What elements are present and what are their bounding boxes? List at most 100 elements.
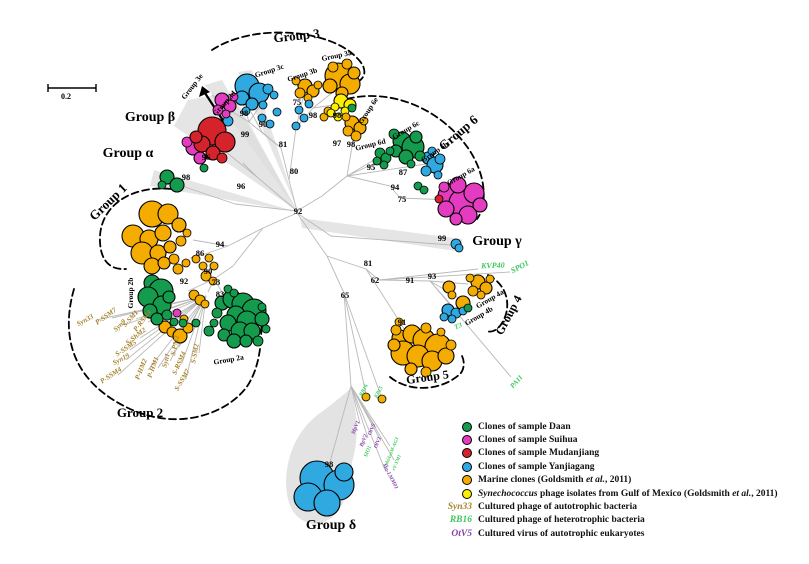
cluster-circle-group-beta-red	[214, 131, 236, 153]
cluster-circle-group-1-marine	[182, 228, 192, 238]
bootstrap-value: 91	[398, 317, 407, 327]
legend-label-segment: Synechococcus	[478, 488, 538, 499]
bootstrap-value: 75	[398, 194, 407, 204]
cluster-circle-group-3c-blue	[258, 100, 268, 110]
bootstrap-value: 65	[341, 290, 350, 300]
tree-edge	[262, 212, 298, 229]
tree-edge	[350, 385, 391, 447]
legend-label: Clones of sample Yanjiagang	[478, 462, 595, 472]
cluster-circle-group-5	[387, 338, 401, 352]
bootstrap-value: 91	[406, 275, 415, 285]
cluster-circle-group-2b-green	[162, 290, 176, 304]
subgroup-label: Group 2b	[126, 278, 135, 309]
bootstrap-value: 87	[399, 167, 408, 177]
cluster-circle-group-6a-magenta	[472, 197, 488, 213]
legend-row: Syn33 Cultured phage of autotrophic bacte…	[438, 500, 778, 513]
cluster-circle-group-6c-green	[406, 159, 416, 169]
cluster-circle-group-2a-green	[203, 325, 215, 337]
cluster-circle-group-4a	[476, 290, 486, 300]
legend-label-segment: et al.	[585, 475, 605, 486]
bootstrap-value: 99	[241, 129, 250, 139]
cluster-circle-group-2a-green	[261, 324, 271, 334]
cluster-circle-group-4b-blue	[447, 314, 457, 324]
legend-row: Synechococcus phage isolates from Gulf o…	[438, 487, 778, 500]
legend-row: Clones of sample Suihua	[438, 433, 778, 446]
cluster-circle-group-3a-marine	[341, 58, 353, 70]
tree-edge	[296, 212, 328, 257]
cluster-circle-group-6d-green	[379, 160, 389, 170]
cluster-circle-group-6c-green	[414, 150, 426, 162]
tree-edge	[326, 255, 345, 294]
tree-edge	[321, 175, 348, 197]
tree-edge	[378, 268, 479, 281]
legend-row: Clones of sample Daan	[438, 420, 778, 433]
cluster-circle-group-6c-green	[388, 128, 400, 140]
tree-edge	[280, 147, 290, 181]
bootstrap-value: 98	[309, 110, 318, 120]
cluster-circle-group-2a-green	[239, 334, 253, 348]
tree-edge	[350, 385, 369, 439]
group-4-arc	[485, 274, 509, 333]
cluster-circle-group-2a-green	[254, 311, 270, 327]
legend-swatch: Syn33	[438, 502, 478, 512]
taxon-label: OlV1	[373, 436, 383, 450]
taxon-label: OtV5	[367, 423, 377, 437]
tree-edge	[346, 134, 355, 177]
cluster-circle-group-1-marine	[143, 257, 161, 275]
bootstrap-value: 98	[240, 108, 249, 118]
taxon-label: BpV2	[359, 433, 370, 448]
cluster-circle-group-alpha-green	[159, 169, 175, 185]
legend-row: Clones of sample Mudanjiang	[438, 447, 778, 460]
cluster-circle-group-3a-phage	[330, 102, 340, 112]
cluster-circle-group-3c-blue	[241, 106, 251, 116]
cluster-circle-group-1-marine	[154, 224, 172, 242]
tree-edge	[192, 239, 229, 247]
cluster-circle-group-6e	[359, 116, 369, 126]
tree-edge	[117, 295, 207, 376]
cluster-circle-group-5	[437, 347, 455, 365]
legend-swatch	[438, 421, 478, 432]
tree-edge	[429, 280, 512, 378]
cluster-circle-group-6-green-dots	[419, 185, 429, 195]
tree-edge	[329, 385, 352, 463]
legend-label: Marine clones (Goldsmith et al., 2011)	[478, 475, 631, 485]
cluster-circle-group-3b-marine	[291, 76, 301, 86]
scale-bar-label: 0.2	[61, 92, 71, 101]
bootstrap-value: 92	[294, 206, 303, 216]
taxon-label: Syn33	[75, 312, 95, 328]
legend-swatch	[438, 435, 478, 446]
legend-row: RB16 Cultured phage of heterotrophic bact…	[438, 514, 778, 527]
cluster-circle-group-2a-green	[223, 284, 233, 294]
bootstrap-value: 95	[367, 162, 376, 172]
cluster-circle-group-2-magenta-dot	[172, 308, 182, 318]
cluster-circle-group-gamma-blue	[454, 243, 464, 253]
cluster-circle-group-2b-green	[161, 309, 173, 321]
cluster-circle-group-3a-phage	[326, 108, 336, 118]
taxon-label: PA11	[509, 373, 525, 390]
bootstrap-value: 98	[325, 459, 334, 469]
legend-label-segment: Marine clones (Goldsmith	[478, 475, 586, 486]
tree-edge	[378, 271, 511, 281]
legend: Clones of sample Daan Clones of sample Su…	[438, 420, 778, 541]
bootstrap-value: 94	[391, 182, 400, 192]
taxon-label: KP15	[373, 385, 385, 400]
cluster-circle-group-3a-marine	[322, 78, 338, 94]
tree-edge	[204, 245, 229, 255]
tree-edge	[288, 179, 298, 212]
group-label: Group 3	[273, 26, 321, 46]
legend-swatch: OtV5	[438, 529, 478, 539]
cluster-circle-group-6b-blue	[434, 153, 446, 165]
cluster-circle-group-delta-blue	[334, 462, 354, 482]
cluster-circle-group-6a-magenta	[449, 212, 463, 226]
cluster-circle-group-2a-green	[191, 318, 201, 328]
cluster-circle-group-alpha-green	[169, 177, 185, 193]
cluster-circle-group-4b-green-dot	[463, 303, 473, 313]
taxon-label: Syn1	[160, 353, 171, 369]
cluster-circle-group-2-marine	[172, 328, 188, 344]
legend-label: Cultured virus of autotrophic eukaryotes	[478, 529, 644, 539]
cluster-circle-group-3b-marine	[313, 80, 323, 90]
group-1-arc	[99, 187, 172, 270]
cluster-circle-group-4a	[479, 281, 493, 295]
bootstrap-value: 80	[290, 166, 299, 176]
